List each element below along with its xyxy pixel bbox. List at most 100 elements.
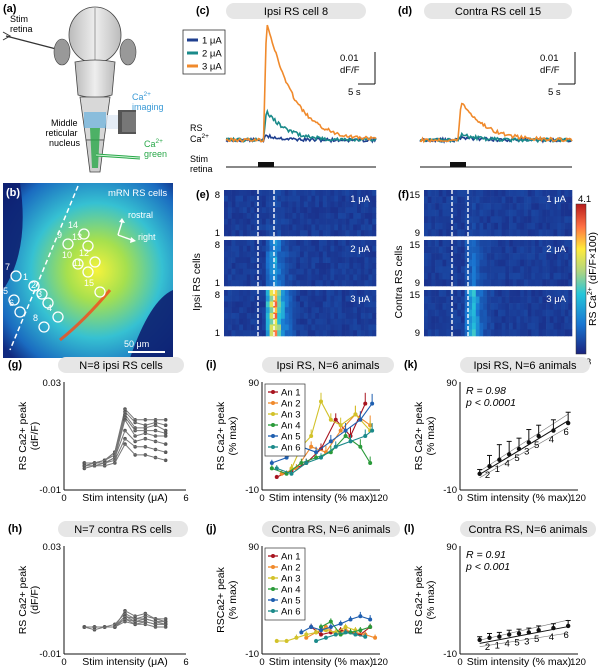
heatmap-cell bbox=[360, 195, 365, 202]
legend-marker bbox=[271, 598, 275, 602]
heatmap-cell bbox=[453, 303, 458, 311]
panel-d-scalebar: 0.01 dF/F 5 s bbox=[540, 52, 576, 98]
heatmap-cell bbox=[292, 245, 297, 252]
heatmap-cell bbox=[446, 303, 451, 311]
heatmap-cell bbox=[258, 224, 263, 231]
heatmap-cell bbox=[509, 240, 514, 247]
series-line bbox=[84, 415, 166, 464]
heatmap-cell bbox=[494, 279, 499, 287]
trace-2ua bbox=[226, 108, 377, 143]
heatmap-cell bbox=[472, 253, 477, 261]
legend-marker bbox=[271, 609, 275, 613]
heatmap-cell bbox=[498, 266, 502, 274]
heatmap-cell bbox=[501, 316, 506, 324]
heatmap-cell bbox=[512, 290, 517, 297]
heatmap-cell bbox=[235, 218, 240, 225]
heatmap-cell bbox=[446, 309, 451, 317]
heatmap-cell bbox=[509, 229, 514, 237]
heatmap-cell bbox=[231, 240, 236, 247]
heatmap-cell bbox=[284, 268, 289, 275]
heatmap-cell bbox=[523, 266, 528, 274]
heatmap-cell bbox=[315, 195, 320, 202]
heatmap-cell bbox=[265, 207, 270, 214]
heatmap-cell bbox=[319, 290, 324, 297]
heatmap-cell bbox=[288, 195, 293, 202]
heatmap-cell bbox=[564, 290, 569, 297]
heatmap-cell bbox=[490, 296, 495, 304]
heatmap-cell bbox=[243, 301, 248, 308]
heatmap-cell bbox=[338, 240, 343, 247]
heatmap-cell bbox=[483, 190, 488, 197]
heatmap-cell bbox=[315, 257, 320, 264]
heatmap-cell bbox=[303, 251, 308, 258]
heatmap-cell bbox=[464, 240, 469, 247]
heatmap-cell bbox=[560, 196, 565, 204]
heatmap-cell bbox=[479, 329, 484, 337]
heatmap-cell bbox=[326, 251, 331, 258]
heatmap-cell bbox=[284, 218, 289, 225]
heatmap-cell bbox=[315, 207, 320, 214]
heatmap-cell bbox=[431, 316, 436, 324]
heatmap-cell bbox=[307, 307, 312, 314]
data-point bbox=[358, 417, 363, 422]
heatmap-cell bbox=[250, 307, 255, 314]
heatmap-cell bbox=[303, 213, 308, 220]
heatmap-cell bbox=[557, 209, 562, 217]
heatmap-cell bbox=[364, 218, 369, 225]
heatmap-cell bbox=[549, 272, 554, 280]
heatmap-cell bbox=[549, 209, 554, 217]
heatmap-cell bbox=[292, 207, 297, 214]
heatmap-cell bbox=[265, 301, 270, 308]
heatmap-cell bbox=[557, 259, 562, 267]
heatmap-cell bbox=[341, 213, 346, 220]
heatmap-cell bbox=[246, 218, 251, 225]
heatmap-cell bbox=[300, 207, 305, 214]
legend-entry: An 3 bbox=[281, 410, 301, 421]
confidence-band bbox=[479, 632, 569, 647]
heatmap-cell bbox=[372, 207, 377, 214]
heatmap-cell bbox=[353, 213, 358, 220]
heatmap-cell bbox=[224, 230, 229, 237]
heatmap-cell bbox=[224, 280, 229, 287]
heatmap-cell bbox=[446, 279, 451, 287]
heatmap-cell bbox=[239, 195, 244, 202]
heatmap-cell bbox=[246, 318, 251, 325]
heatmap-cell bbox=[326, 257, 331, 264]
heatmap-cell bbox=[431, 279, 436, 287]
heatmap-cell bbox=[509, 196, 514, 204]
data-point bbox=[289, 471, 294, 476]
heatmap-cell bbox=[568, 222, 573, 230]
heatmap-cell bbox=[231, 190, 236, 197]
heatmap-cell bbox=[494, 216, 499, 224]
intensity-legend: 1 μA2 μA3 μA bbox=[182, 29, 226, 75]
heatmap-cell bbox=[512, 296, 517, 304]
heatmap-cell bbox=[227, 313, 232, 320]
heatmap-cell bbox=[353, 218, 358, 225]
p-value: p < 0.0001 bbox=[465, 397, 516, 409]
heatmap-cell bbox=[520, 322, 525, 330]
heatmap-cell bbox=[284, 295, 289, 302]
heatmap-cell bbox=[296, 274, 301, 281]
heatmap-cell bbox=[250, 263, 255, 270]
heatmap-cell bbox=[284, 251, 289, 258]
heatmap-cell bbox=[235, 230, 240, 237]
heatmap-cell bbox=[246, 263, 251, 270]
y-axis-label: RS Ca2+ peak(% max) bbox=[413, 401, 437, 470]
heatmap-cell bbox=[345, 230, 350, 237]
heatmap-cell bbox=[549, 190, 554, 197]
heatmap-cell bbox=[349, 268, 354, 275]
heatmap-cell bbox=[483, 253, 488, 261]
legend-entry: An 5 bbox=[281, 432, 301, 443]
heatmap-cell bbox=[512, 266, 517, 274]
legend-marker bbox=[271, 554, 275, 558]
heatmap-cell bbox=[505, 322, 510, 330]
heatmap-cell bbox=[546, 229, 551, 237]
heatmap-cell bbox=[315, 224, 320, 231]
heatmap-cell bbox=[568, 290, 573, 297]
heatmap-cell bbox=[349, 330, 354, 337]
heatmap-cell bbox=[564, 196, 569, 204]
heatmap-cell bbox=[520, 316, 525, 324]
heatmap-cell bbox=[349, 251, 354, 258]
heatmap-cell bbox=[307, 330, 312, 337]
data-point bbox=[284, 455, 289, 460]
